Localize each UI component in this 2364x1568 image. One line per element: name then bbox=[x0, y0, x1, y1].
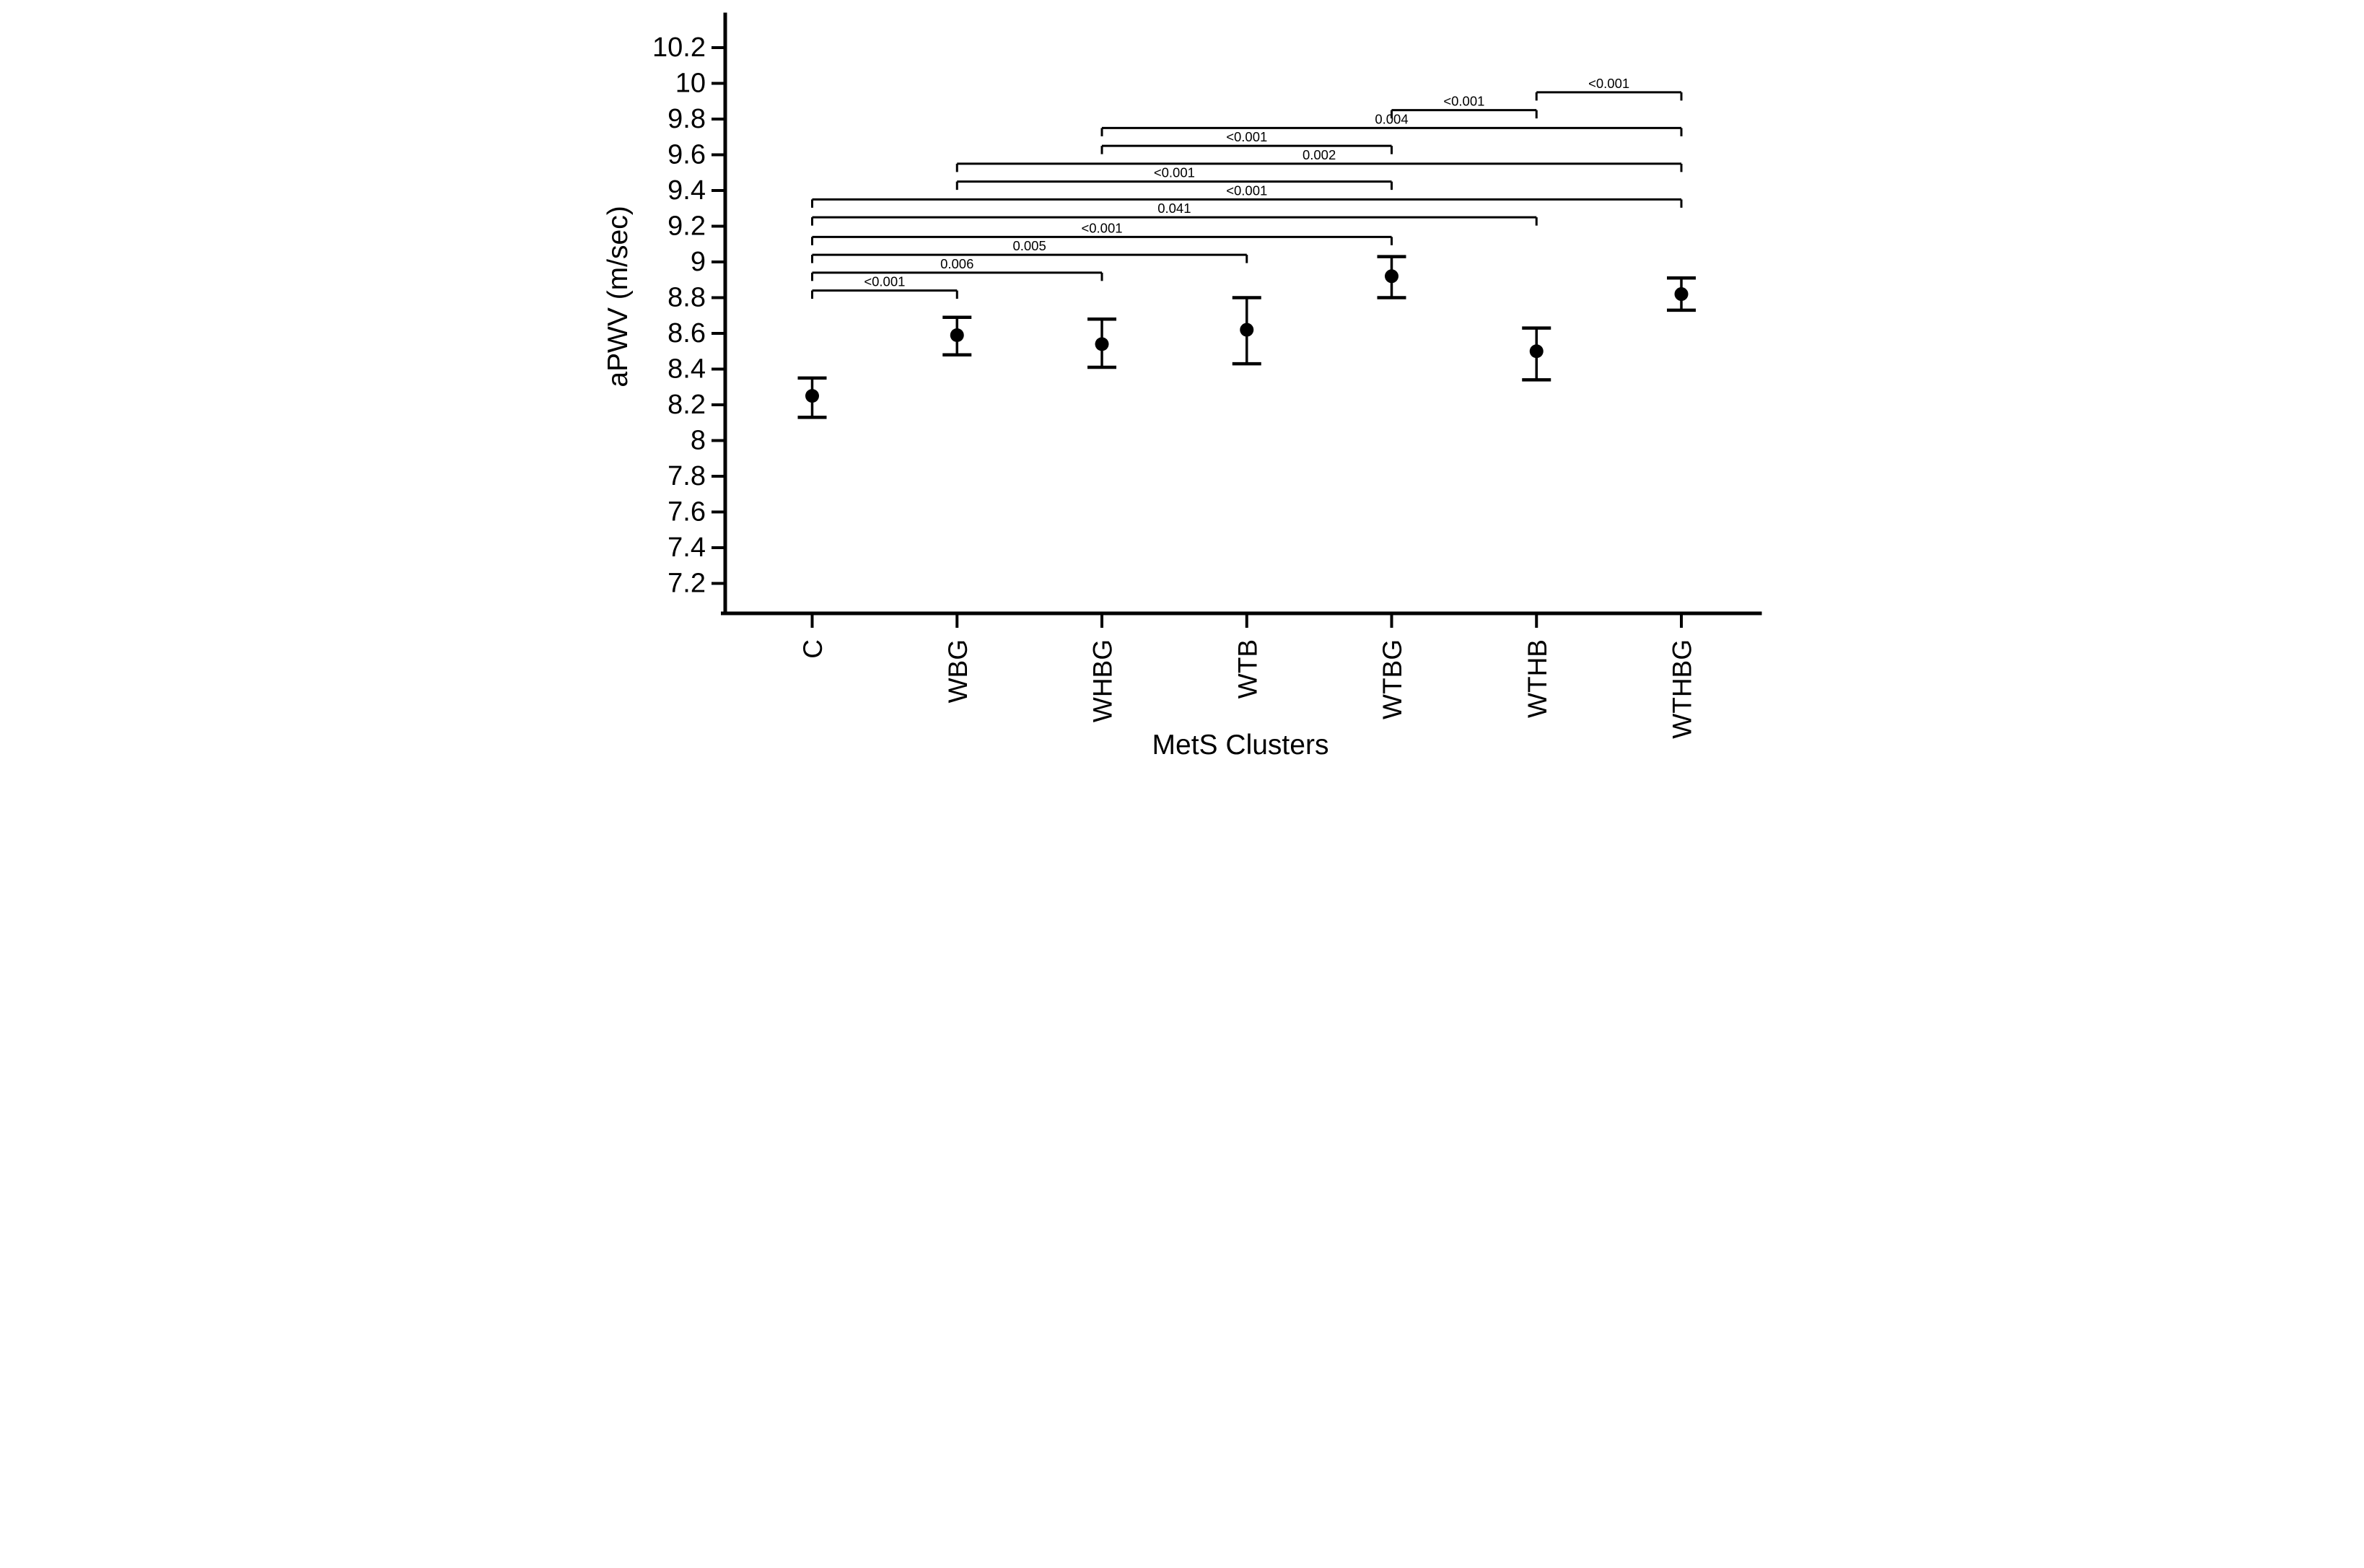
y-tick-label: 8.6 bbox=[667, 318, 706, 349]
figure: 10.2 10 9.8 9.6 9.4 9.2 9 8.8 8.6 8.4 8.2 8 7.8 7.6 7.… bbox=[591, 0, 1773, 784]
mean-point bbox=[1529, 344, 1544, 359]
mean-point bbox=[805, 389, 819, 403]
y-tick-label: 10.2 bbox=[652, 32, 706, 63]
y-tick-label: 8.2 bbox=[667, 390, 706, 420]
y-tick-label: 7.2 bbox=[667, 569, 706, 599]
y-tick-label: 9.8 bbox=[667, 104, 706, 134]
category-label: WBG bbox=[943, 639, 973, 703]
y-tick-label: 7.8 bbox=[667, 461, 706, 491]
category-label: WHBG bbox=[1088, 639, 1118, 722]
y-tick-label: 8 bbox=[691, 426, 706, 456]
p-value-label: 0.041 bbox=[1157, 201, 1191, 216]
x-axis-title: MetS Clusters bbox=[1152, 730, 1329, 761]
y-tick-label: 9.4 bbox=[667, 175, 706, 206]
y-tick-label: 10 bbox=[675, 69, 706, 99]
mean-point bbox=[1674, 287, 1689, 302]
mean-point bbox=[1095, 337, 1109, 351]
y-tick-label: 9.2 bbox=[667, 211, 706, 242]
mean-point bbox=[1385, 269, 1398, 284]
p-value-label: <0.001 bbox=[1588, 76, 1629, 91]
category-label: WTHB bbox=[1523, 639, 1552, 718]
p-value-label: <0.001 bbox=[1154, 165, 1195, 180]
plot-area: 10.2 10 9.8 9.6 9.4 9.2 9 8.8 8.6 8.4 8.2 8 7.8 7.6 7.… bbox=[652, 12, 1762, 739]
y-tick-label: 8.4 bbox=[667, 354, 706, 385]
mean-point bbox=[1240, 323, 1254, 337]
y-tick-label: 8.8 bbox=[667, 283, 706, 313]
y-axis-title: aPWV (m/sec) bbox=[603, 206, 634, 387]
category-label: WTBG bbox=[1378, 639, 1407, 719]
errorbar-chart: 10.2 10 9.8 9.6 9.4 9.2 9 8.8 8.6 8.4 8.2 8 7.8 7.6 7.… bbox=[591, 0, 1773, 784]
y-tick-label: 7.4 bbox=[667, 533, 706, 563]
y-tick-label: 7.6 bbox=[667, 497, 706, 527]
p-value-label: <0.001 bbox=[1226, 129, 1267, 144]
p-value-label: <0.001 bbox=[864, 274, 905, 289]
y-tick-label: 9.6 bbox=[667, 140, 706, 170]
p-value-label: <0.001 bbox=[1081, 220, 1122, 235]
p-value-label: <0.001 bbox=[1226, 183, 1267, 198]
p-value-label: 0.004 bbox=[1375, 111, 1408, 126]
p-value-label: 0.002 bbox=[1303, 147, 1336, 162]
p-value-label: 0.006 bbox=[940, 256, 973, 271]
p-value-label: <0.001 bbox=[1443, 94, 1484, 109]
p-value-label: 0.005 bbox=[1012, 238, 1046, 253]
mean-point bbox=[950, 328, 964, 342]
y-tick-label: 9 bbox=[691, 247, 706, 277]
category-label: WTB bbox=[1233, 639, 1262, 698]
category-label: WTHBG bbox=[1668, 639, 1697, 739]
category-label: C bbox=[798, 639, 828, 659]
